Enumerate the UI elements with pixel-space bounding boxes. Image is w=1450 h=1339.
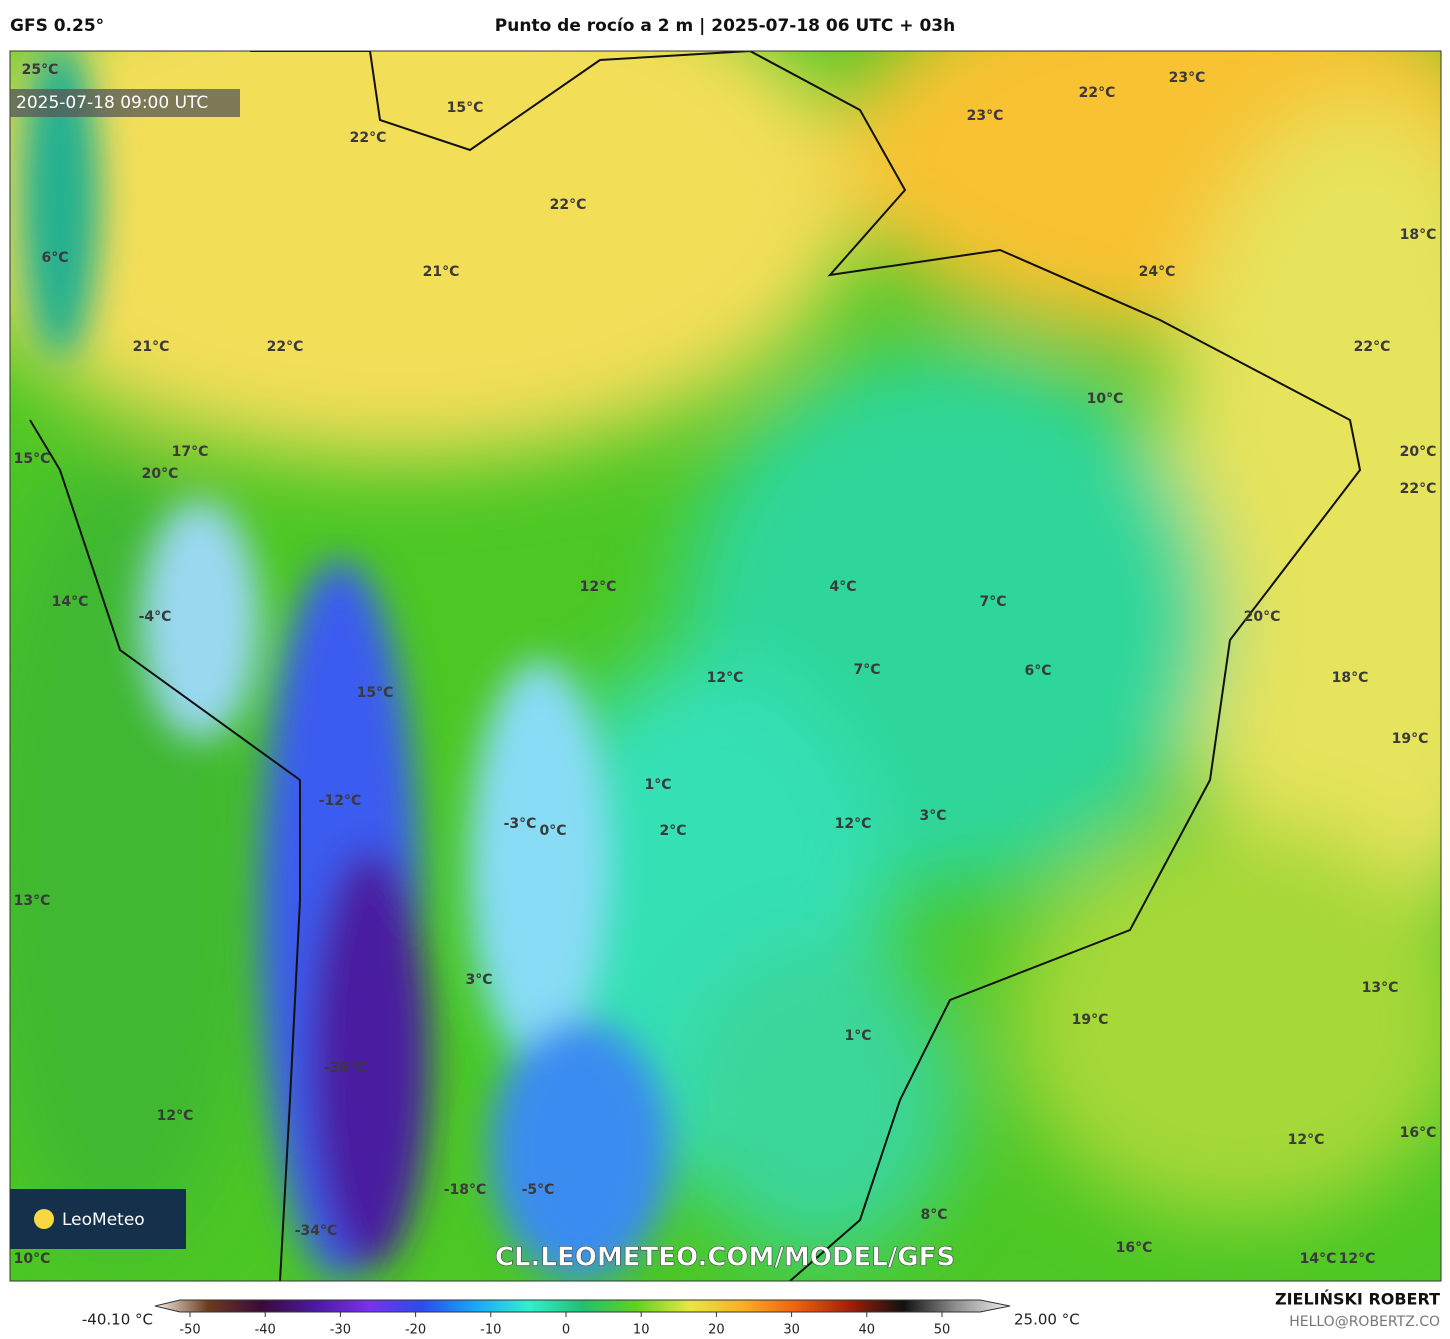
map-label: -34°C: [295, 1223, 338, 1239]
colorbar-tick-label: 30: [783, 1323, 800, 1338]
map-label: -3°C: [504, 816, 537, 832]
map-frame: [9, 50, 1442, 1282]
map-label: 6°C: [41, 250, 68, 266]
valid-time: 2025-07-18 09:00 UTC: [16, 93, 208, 113]
watermark: CL.LEOMETEO.COM/MODEL/GFS: [495, 1243, 955, 1273]
map-label: 7°C: [979, 594, 1006, 610]
map-label: 22°C: [350, 130, 387, 146]
map-label: 24°C: [1139, 264, 1176, 280]
map-label: 10°C: [1087, 391, 1124, 407]
map-label: 21°C: [133, 339, 170, 355]
map-label: 6°C: [1024, 663, 1051, 679]
map-label: 12°C: [580, 579, 617, 595]
colorbar-tick-label: 0: [562, 1323, 570, 1338]
map-label: 21°C: [423, 264, 460, 280]
colorbar-tick-label: -20: [405, 1323, 426, 1338]
map-label: 23°C: [1169, 70, 1206, 86]
map-label: 20°C: [142, 466, 179, 482]
map-label: 19°C: [1072, 1012, 1109, 1028]
map-label: 1°C: [844, 1028, 871, 1044]
map-label: 17°C: [172, 444, 209, 460]
map-label: 20°C: [1244, 609, 1281, 625]
field: [10, 51, 1441, 1281]
map-label: -5°C: [522, 1182, 555, 1198]
map-label: 13°C: [1362, 980, 1399, 996]
author: ZIELIŃSKI ROBERT: [1275, 1290, 1440, 1309]
map-label: 18°C: [1400, 227, 1437, 243]
map-label: 22°C: [1079, 85, 1116, 101]
time-badge: [10, 89, 240, 117]
model-name: GFS 0.25°: [10, 16, 104, 36]
colorbar-tick-label: 20: [708, 1323, 725, 1338]
map-label: 1°C: [644, 777, 671, 793]
map-label: 7°C: [853, 662, 880, 678]
map-label: 15°C: [14, 451, 51, 467]
map-label: -36°C: [324, 1060, 367, 1076]
email: HELLO@ROBERTZ.CO: [1289, 1314, 1440, 1330]
map-label: 3°C: [919, 808, 946, 824]
map-label: 12°C: [157, 1108, 194, 1124]
map-label: 22°C: [1400, 481, 1437, 497]
map-label: 12°C: [707, 670, 744, 686]
colorbar-tick-label: -10: [480, 1323, 501, 1338]
colorbar-max: 25.00 °C: [1014, 1311, 1080, 1329]
map-label: 25°C: [22, 62, 59, 78]
coastline: [29, 51, 1362, 1281]
logo-sun: [34, 1209, 54, 1229]
map-label: -4°C: [139, 609, 172, 625]
map-label: 2°C: [659, 823, 686, 839]
map-label: 8°C: [920, 1207, 947, 1223]
map-label: 15°C: [447, 100, 484, 116]
map-label: -12°C: [319, 793, 362, 809]
colorbar-tick-label: 50: [934, 1323, 951, 1338]
map-label: 3°C: [465, 972, 492, 988]
map-label: 14°C: [52, 594, 89, 610]
map-label: 4°C: [829, 579, 856, 595]
map-label: 18°C: [1332, 670, 1369, 686]
map-label: 16°C: [1116, 1240, 1153, 1256]
map-label: 12°C: [835, 816, 872, 832]
colorbar-tick-label: -50: [179, 1323, 200, 1338]
colorbar-tick-label: -30: [330, 1323, 351, 1338]
colorbar: [154, 1299, 1011, 1313]
map-label: 16°C: [1400, 1125, 1437, 1141]
map-label: 22°C: [1354, 339, 1391, 355]
map-title: Punto de rocío a 2 m | 2025-07-18 06 UTC…: [495, 16, 955, 36]
colorbar-tick-label: 10: [633, 1323, 650, 1338]
logo-text: LeoMeteo: [62, 1210, 145, 1230]
map-label: 12°C: [1288, 1132, 1325, 1148]
map-label: 12°C: [1339, 1251, 1376, 1267]
map-label: 22°C: [550, 197, 587, 213]
map-label: 20°C: [1400, 444, 1437, 460]
colorbar-tick-label: -40: [255, 1323, 276, 1338]
map-label: -18°C: [444, 1182, 487, 1198]
map-label: 22°C: [267, 339, 304, 355]
map-label: 13°C: [14, 893, 51, 909]
map-label: 23°C: [967, 108, 1004, 124]
map-label: 0°C: [539, 823, 566, 839]
colorbar-min: -40.10 °C: [82, 1311, 153, 1329]
map-label: 19°C: [1392, 731, 1429, 747]
map-label: 15°C: [357, 685, 394, 701]
map-label: 14°C: [1300, 1251, 1337, 1267]
colorbar-tick-label: 40: [859, 1323, 876, 1338]
map-label: 10°C: [14, 1251, 51, 1267]
